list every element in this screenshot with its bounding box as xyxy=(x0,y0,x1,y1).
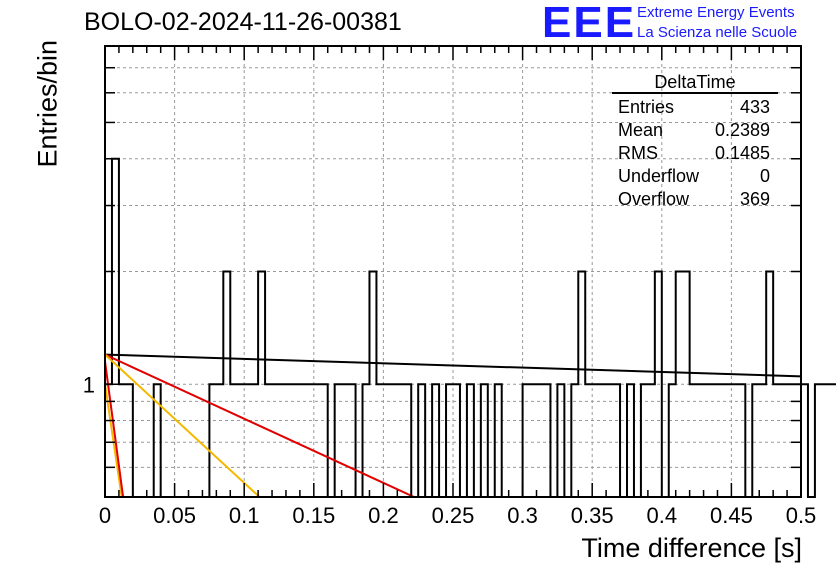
x-tick-label: 0.15 xyxy=(292,503,335,528)
stats-value: 0 xyxy=(759,166,770,186)
stats-label: RMS xyxy=(618,143,658,163)
stats-label: Underflow xyxy=(618,166,700,186)
x-tick-label: 0 xyxy=(99,503,111,528)
chart-title: BOLO-02-2024-11-26-00381 xyxy=(84,8,402,36)
x-tick-label: 0.25 xyxy=(432,503,475,528)
x-tick-label: 0.05 xyxy=(153,503,196,528)
stats-row-mean: Mean 0.2389 xyxy=(612,119,778,142)
stats-label: Mean xyxy=(618,120,664,140)
fit-line xyxy=(104,353,261,498)
stats-value: 369 xyxy=(739,189,770,209)
stats-label: Overflow xyxy=(618,189,690,209)
stats-row-rms: RMS 0.1485 xyxy=(612,142,778,165)
x-tick-label: 0.45 xyxy=(710,503,753,528)
x-tick-label: 0.35 xyxy=(571,503,614,528)
stats-row-overflow: Overflow 369 xyxy=(612,188,778,211)
stats-value: 433 xyxy=(739,97,770,117)
stats-box: DeltaTime Entries 433 Mean 0.2389 RMS 0.148… xyxy=(612,72,778,211)
x-tick-label: 0.1 xyxy=(229,503,260,528)
x-tick-label: 0.3 xyxy=(507,503,538,528)
x-tick-label: 0.4 xyxy=(647,503,678,528)
x-tick-label: 0.5 xyxy=(786,503,817,528)
brand-line-1: Extreme Energy Events xyxy=(637,4,795,21)
stats-title: DeltaTime xyxy=(612,72,778,94)
brand-line-2: La Scienza nelle Scuole xyxy=(637,24,798,41)
histogram-line xyxy=(104,157,836,498)
eee-logo: EEE xyxy=(542,0,637,47)
fit-line xyxy=(104,353,415,498)
fit-line xyxy=(104,361,125,498)
stats-value: 0.1485 xyxy=(714,143,770,163)
stats-row-entries: Entries 433 xyxy=(612,96,778,119)
stats-row-underflow: Underflow 0 xyxy=(612,165,778,188)
fit-line xyxy=(104,384,123,498)
y-axis-label: Entries/bin xyxy=(32,39,63,168)
stats-value: 0.2389 xyxy=(714,120,770,140)
x-tick-label: 0.2 xyxy=(368,503,399,528)
y-tick-label: 1 xyxy=(83,372,95,397)
x-axis-label: Time difference [s] xyxy=(581,533,802,563)
stats-label: Entries xyxy=(618,97,675,117)
fit-line xyxy=(104,353,802,378)
